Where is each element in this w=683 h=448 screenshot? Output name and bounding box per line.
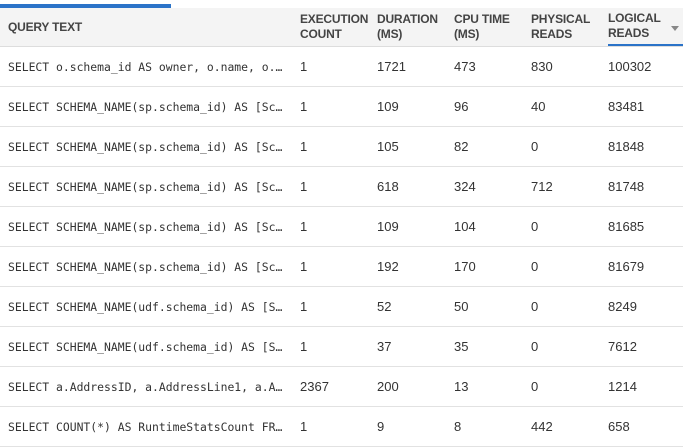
- grid-body: SELECT o.schema_id AS owner, o.name, o.……: [0, 47, 683, 447]
- cpu-time-cell: 8: [454, 419, 462, 434]
- logical-reads-cell: 8249: [608, 299, 637, 314]
- table-row[interactable]: SELECT SCHEMA_NAME(udf.schema_id) AS [S……: [0, 287, 683, 327]
- execution-count-cell: 1: [300, 259, 308, 274]
- table-row[interactable]: SELECT SCHEMA_NAME(udf.schema_id) AS [S……: [0, 327, 683, 367]
- table-row[interactable]: SELECT o.schema_id AS owner, o.name, o.……: [0, 47, 683, 87]
- duration-cell: 200: [377, 379, 399, 394]
- execution-count-cell: 1: [300, 99, 308, 114]
- query-text-cell: SELECT SCHEMA_NAME(udf.schema_id) AS [S…: [8, 299, 283, 314]
- column-header-duration[interactable]: DURATION (MS): [377, 12, 438, 41]
- progress-fill: [0, 4, 171, 8]
- logical-reads-cell: 1214: [608, 379, 637, 394]
- duration-cell: 109: [377, 219, 399, 234]
- cpu-time-cell: 35: [454, 339, 469, 354]
- execution-count-cell: 2367: [300, 379, 329, 394]
- physical-reads-cell: 40: [531, 99, 546, 114]
- logical-reads-cell: 81748: [608, 179, 645, 194]
- logical-reads-cell: 658: [608, 419, 630, 434]
- query-text-cell: SELECT SCHEMA_NAME(sp.schema_id) AS [Sc…: [8, 259, 283, 274]
- physical-reads-cell: 0: [531, 219, 539, 234]
- table-row[interactable]: SELECT SCHEMA_NAME(sp.schema_id) AS [Sc……: [0, 127, 683, 167]
- cpu-time-cell: 170: [454, 259, 476, 274]
- cpu-time-cell: 13: [454, 379, 469, 394]
- sort-descending-icon[interactable]: [671, 26, 679, 31]
- table-row[interactable]: SELECT SCHEMA_NAME(sp.schema_id) AS [Sc……: [0, 247, 683, 287]
- physical-reads-cell: 442: [531, 419, 553, 434]
- table-row[interactable]: SELECT COUNT(*) AS RuntimeStatsCount FR……: [0, 407, 683, 447]
- physical-reads-cell: 0: [531, 339, 539, 354]
- query-text-cell: SELECT o.schema_id AS owner, o.name, o.…: [8, 59, 283, 74]
- query-text-cell: SELECT SCHEMA_NAME(udf.schema_id) AS [S…: [8, 339, 283, 354]
- duration-cell: 9: [377, 419, 385, 434]
- duration-cell: 618: [377, 179, 399, 194]
- cpu-time-cell: 50: [454, 299, 469, 314]
- logical-reads-cell: 7612: [608, 339, 637, 354]
- query-text-cell: SELECT a.AddressID, a.AddressLine1, a.A…: [8, 379, 283, 394]
- cpu-time-cell: 473: [454, 59, 476, 74]
- physical-reads-cell: 0: [531, 379, 539, 394]
- execution-count-cell: 1: [300, 339, 308, 354]
- duration-cell: 109: [377, 99, 399, 114]
- logical-reads-cell: 81685: [608, 219, 645, 234]
- execution-count-cell: 1: [300, 219, 308, 234]
- cpu-time-cell: 324: [454, 179, 476, 194]
- cpu-time-cell: 82: [454, 139, 469, 154]
- logical-reads-cell: 81848: [608, 139, 645, 154]
- duration-cell: 105: [377, 139, 399, 154]
- column-header-query-text[interactable]: QUERY TEXT: [8, 19, 83, 34]
- table-row[interactable]: SELECT SCHEMA_NAME(sp.schema_id) AS [Sc……: [0, 167, 683, 207]
- physical-reads-cell: 830: [531, 59, 553, 74]
- logical-reads-cell: 81679: [608, 259, 645, 274]
- duration-cell: 1721: [377, 59, 406, 74]
- query-text-cell: SELECT SCHEMA_NAME(sp.schema_id) AS [Sc…: [8, 139, 283, 154]
- duration-cell: 192: [377, 259, 399, 274]
- cpu-time-cell: 104: [454, 219, 476, 234]
- execution-count-cell: 1: [300, 59, 308, 74]
- query-text-cell: SELECT SCHEMA_NAME(sp.schema_id) AS [Sc…: [8, 99, 283, 114]
- column-header-cpu-time[interactable]: CPU TIME (MS): [454, 12, 510, 41]
- query-text-cell: SELECT SCHEMA_NAME(sp.schema_id) AS [Sc…: [8, 219, 283, 234]
- duration-cell: 52: [377, 299, 392, 314]
- logical-reads-cell: 83481: [608, 99, 645, 114]
- execution-count-cell: 1: [300, 179, 308, 194]
- column-header-execution-count[interactable]: EXECUTION COUNT: [300, 12, 369, 41]
- cpu-time-cell: 96: [454, 99, 469, 114]
- query-text-cell: SELECT COUNT(*) AS RuntimeStatsCount FR…: [8, 419, 283, 434]
- column-header-logical-reads[interactable]: LOGICAL READS: [608, 8, 683, 46]
- physical-reads-cell: 0: [531, 259, 539, 274]
- physical-reads-cell: 0: [531, 139, 539, 154]
- execution-count-cell: 1: [300, 299, 308, 314]
- execution-count-cell: 1: [300, 139, 308, 154]
- grid-header: QUERY TEXT EXECUTION COUNT DURATION (MS)…: [0, 8, 683, 47]
- table-row[interactable]: SELECT a.AddressID, a.AddressLine1, a.A……: [0, 367, 683, 407]
- execution-count-cell: 1: [300, 419, 308, 434]
- duration-cell: 37: [377, 339, 392, 354]
- logical-reads-cell: 100302: [608, 59, 652, 74]
- physical-reads-cell: 0: [531, 299, 539, 314]
- physical-reads-cell: 712: [531, 179, 553, 194]
- column-header-physical-reads[interactable]: PHYSICAL READS: [531, 12, 590, 41]
- query-text-cell: SELECT SCHEMA_NAME(sp.schema_id) AS [Sc…: [8, 179, 283, 194]
- table-row[interactable]: SELECT SCHEMA_NAME(sp.schema_id) AS [Sc……: [0, 207, 683, 247]
- table-row[interactable]: SELECT SCHEMA_NAME(sp.schema_id) AS [Sc……: [0, 87, 683, 127]
- column-header-logical-reads-label: LOGICAL READS: [608, 11, 661, 40]
- loading-progress-bar: [0, 0, 683, 8]
